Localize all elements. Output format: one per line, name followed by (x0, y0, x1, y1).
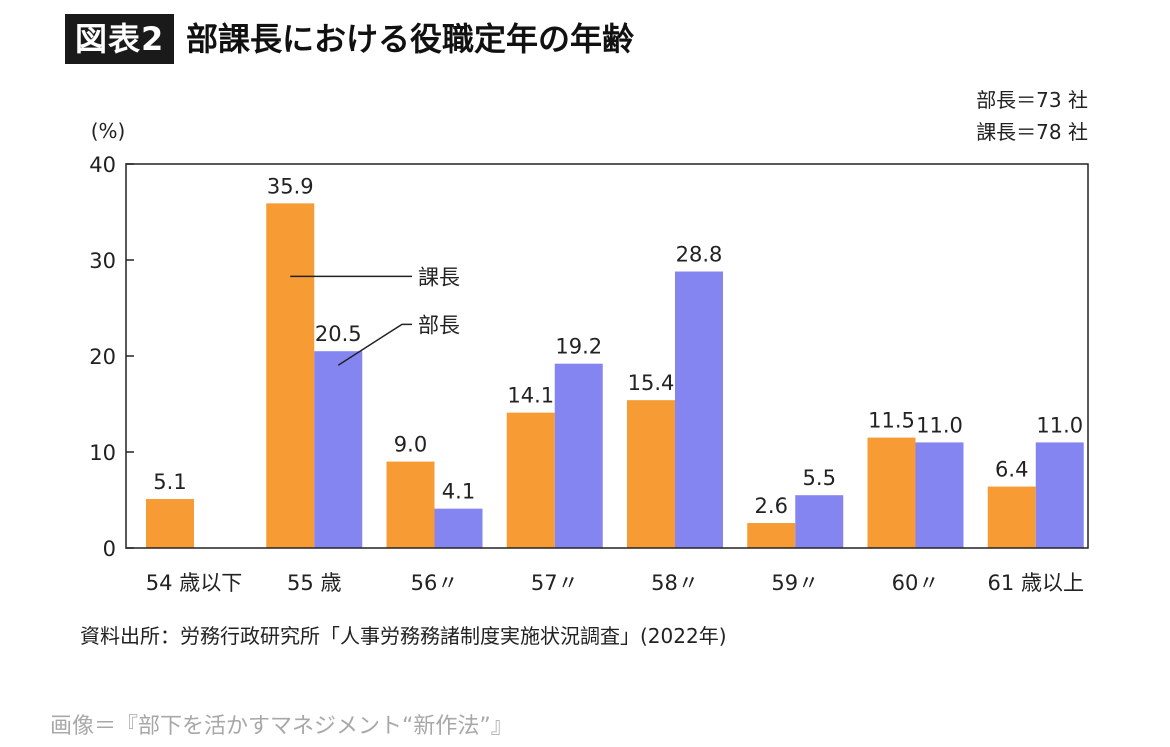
bar-kacho (386, 461, 435, 548)
x-category-label: 56〃 (411, 571, 459, 595)
y-tick-label: 20 (89, 345, 116, 369)
data-labels-group: 5.1 35.9 20.5 9.0 4.1 14.1 19.2 15.4 28.8 2.6 5.5 1… (153, 174, 1083, 518)
figure-number-tag: 図表2 (65, 14, 175, 64)
y-tick-label: 0 (103, 537, 116, 561)
bar-value-label: 2.6 (755, 494, 788, 518)
bar-value-label: 19.2 (555, 335, 602, 359)
bar-kacho (867, 437, 916, 548)
bar-bucho (675, 271, 723, 548)
bar-value-label: 5.1 (153, 470, 186, 494)
bar-kacho (987, 486, 1036, 548)
bar-value-label: 28.8 (676, 243, 723, 267)
legend-label-bucho: 部長 (418, 313, 460, 337)
bar-bucho (434, 508, 483, 548)
bars-group (146, 203, 1084, 549)
plot-frame (125, 163, 1089, 549)
bar-value-label: 4.1 (442, 480, 475, 504)
bar-kacho (506, 412, 555, 548)
bar-kacho (146, 499, 194, 548)
y-tick-label: 40 (89, 153, 116, 177)
bar-value-label: 5.5 (803, 466, 836, 490)
bar-bucho (554, 363, 603, 548)
count-kacho: 課長＝78 社 (976, 120, 1088, 144)
bar-bucho (314, 351, 363, 548)
bar-kacho (266, 203, 315, 549)
image-credit: 画像＝『部下を活かすマネジメント“新作法”』 (50, 714, 513, 739)
y-axis-unit-label: (%) (91, 119, 126, 143)
x-axis-labels: 54 歳以下 55 歳 56〃 57〃 58〃 59〃 60〃 61 歳以上 (146, 571, 1084, 595)
x-category-label: 59〃 (771, 571, 819, 595)
chart-title: 部課長における役職定年の年齢 (186, 20, 635, 58)
bar-value-label: 14.1 (507, 384, 554, 408)
bar-value-label: 35.9 (267, 174, 314, 198)
x-category-label: 55 歳 (287, 571, 341, 595)
bar-kacho (747, 523, 796, 548)
legend-label-kacho: 課長 (418, 265, 460, 289)
bar-bucho (1035, 442, 1084, 548)
bar-kacho (627, 400, 675, 548)
count-bucho: 部長＝73 社 (976, 88, 1088, 112)
bar-value-label: 11.0 (1036, 413, 1083, 437)
x-category-label: 61 歳以上 (988, 571, 1084, 595)
source-note: 資料出所：労務行政研究所「人事労務務諸制度実施状況調査」(2022年) (80, 624, 727, 648)
bar-value-label: 11.0 (916, 413, 963, 437)
y-axis-ticks: 0 10 20 30 40 (89, 153, 134, 561)
sample-size-note: 部長＝73 社 課長＝78 社 (976, 84, 1088, 148)
x-category-label: 58〃 (651, 571, 699, 595)
y-tick-label: 30 (89, 249, 116, 273)
bar-bucho (915, 442, 964, 548)
y-tick-label: 10 (89, 441, 116, 465)
bar-value-label: 20.5 (315, 322, 362, 346)
bar-value-label: 9.0 (394, 433, 427, 457)
bar-bucho (795, 495, 844, 548)
x-category-label: 57〃 (531, 571, 579, 595)
x-category-label: 54 歳以下 (146, 571, 242, 595)
x-category-label: 60〃 (892, 571, 940, 595)
bar-value-label: 15.4 (628, 371, 675, 395)
callout-line-bucho (337, 323, 412, 366)
bar-value-label: 6.4 (995, 458, 1028, 482)
bar-value-label: 11.5 (868, 409, 915, 433)
